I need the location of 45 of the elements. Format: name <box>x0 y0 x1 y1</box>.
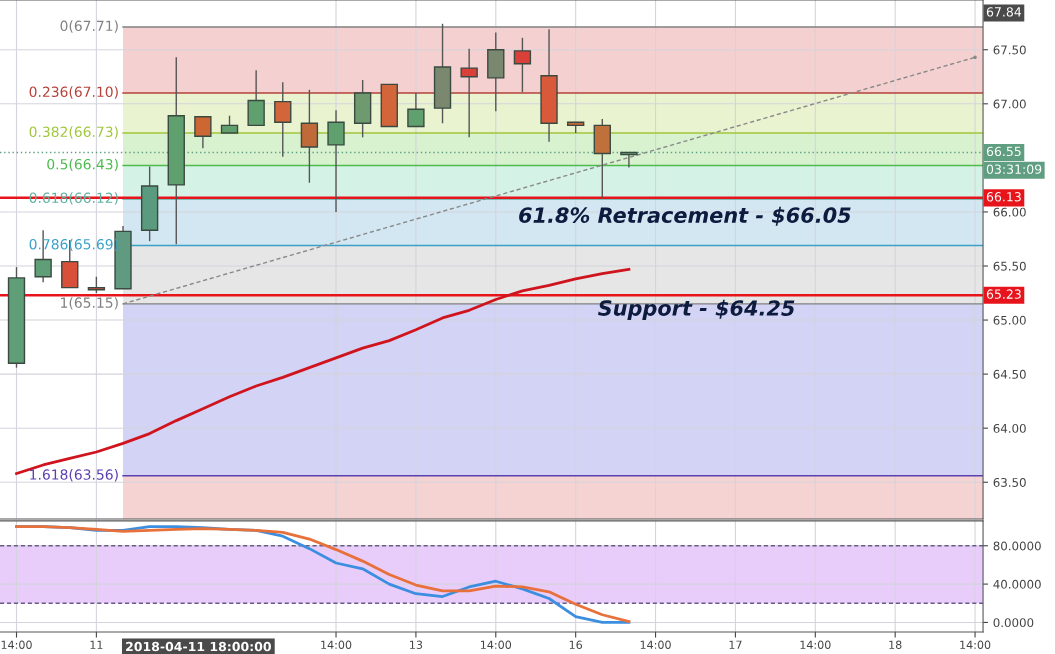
candlestick <box>300 89 319 184</box>
y-tick-label: 65.00 <box>993 315 1026 325</box>
text: 03:31:09 <box>986 164 1042 174</box>
y-tick-label: 40.0000 <box>993 579 1041 589</box>
candlestick <box>327 109 345 213</box>
ref-line-label: 1(65.15) <box>61 297 118 310</box>
x-tick-label: 14:00 <box>1 640 32 649</box>
y-tick-label: 63.50 <box>993 477 1026 487</box>
text: 2018-04-11 18:00:00 <box>126 641 271 652</box>
x-tick-label: 14:00 <box>640 640 671 649</box>
y-tick-label: 66.00 <box>993 207 1026 217</box>
candlestick <box>460 47 478 139</box>
y-tick-label: 80.0000 <box>993 541 1041 551</box>
candlestick <box>513 37 532 93</box>
candlestick <box>620 151 638 169</box>
y-tick-label: 65.50 <box>993 261 1026 271</box>
x-tick-label: 14:00 <box>960 640 991 649</box>
x-tick-label: 18 <box>889 640 902 649</box>
text: 67.84 <box>986 7 1022 17</box>
candlestick <box>194 116 212 149</box>
ref-line-label: 65.23 <box>986 289 1021 299</box>
annotation: 61.8% Retracement - $66.05 <box>519 206 851 226</box>
ref-line-label: 0.236(67.10) <box>29 86 118 99</box>
candlestick <box>407 92 425 128</box>
line-series <box>15 525 631 624</box>
ref-line-label: 66.13 <box>986 192 1021 202</box>
x-tick-label: 17 <box>729 640 742 649</box>
y-tick-label: 64.50 <box>993 369 1026 379</box>
x-tick-label: 11 <box>90 640 103 649</box>
y-tick-label: 67.00 <box>993 99 1026 109</box>
x-tick-label: 14:00 <box>480 640 512 649</box>
x-tick-label: 14:00 <box>321 640 352 649</box>
y-tick-label: 0.0000 <box>993 618 1034 628</box>
x-tick-label: 16 <box>569 640 583 649</box>
y-tick-label: 67.50 <box>993 45 1026 55</box>
x-tick-label: 14:00 <box>800 640 831 649</box>
candlestick <box>274 81 292 158</box>
ref-line-label: 0(67.71) <box>60 20 118 33</box>
annotation: Support - $64.25 <box>598 299 795 320</box>
ref-line-label: 1.618(63.56) <box>30 469 118 482</box>
x-tick-label: 13 <box>410 640 423 649</box>
ref-line-label: 0.5(66.43) <box>47 158 118 172</box>
ref-line-label: 66.55 <box>986 146 1021 157</box>
y-tick-label: 64.00 <box>993 423 1026 433</box>
ref-line-label: 0.382(66.73) <box>29 126 118 139</box>
